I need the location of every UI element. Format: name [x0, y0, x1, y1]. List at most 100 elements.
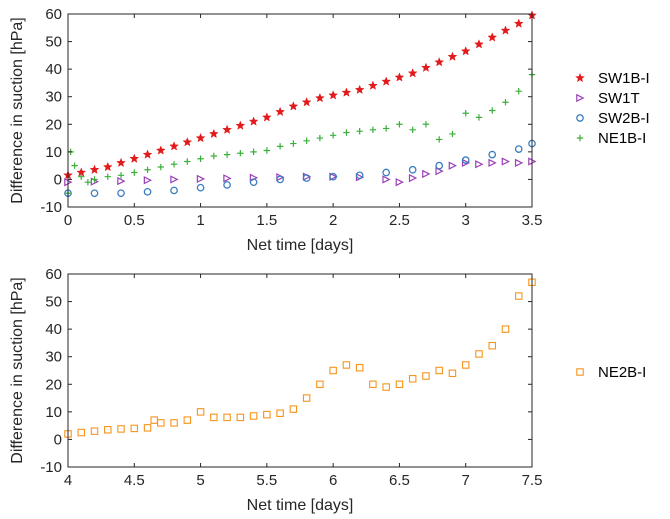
x-tick-label: 7.5 — [522, 472, 543, 489]
data-point — [184, 158, 191, 165]
data-point — [329, 132, 337, 139]
y-tick-label: -10 — [40, 459, 62, 476]
data-point — [513, 18, 524, 28]
data-point — [170, 175, 179, 184]
ticks-bottom: 4 4.5 5 5.5 6 6.5 7 7.5 -10 0 10 20 30 40 50 60 — [40, 266, 542, 489]
y-tick-label: 30 — [45, 349, 62, 366]
data-point — [355, 171, 364, 180]
legend-label: NE1B-I — [598, 130, 646, 147]
data-point — [329, 366, 337, 375]
data-point — [116, 157, 126, 168]
data-point — [449, 130, 456, 138]
data-point — [276, 175, 284, 184]
data-point — [395, 178, 404, 187]
y-tick-label: 50 — [45, 34, 62, 51]
data-point — [434, 57, 445, 67]
data-point — [303, 137, 310, 145]
y-tick-label: 0 — [54, 431, 62, 448]
y-tick-label: 0 — [54, 171, 62, 188]
data-point — [210, 152, 218, 160]
legend-marker — [576, 93, 585, 103]
axes-box-bottom — [67, 273, 533, 468]
y-tick-label: 10 — [45, 144, 62, 161]
x-axis-label-bottom: Net time [days] — [247, 497, 354, 514]
data-point — [117, 176, 126, 186]
legend-marker — [575, 72, 585, 83]
legend-marker — [576, 134, 584, 142]
data-point — [343, 129, 350, 136]
data-point — [170, 161, 178, 168]
series-NE2B-I — [64, 278, 536, 438]
legend-marker — [576, 114, 584, 122]
data-point — [249, 412, 258, 420]
data-point — [144, 166, 151, 173]
series-SW1B-I — [63, 10, 537, 180]
data-point — [447, 51, 458, 61]
y-tick-label: 60 — [45, 6, 62, 23]
data-point — [382, 168, 391, 177]
x-tick-label: 1.5 — [256, 212, 277, 229]
data-point — [342, 361, 351, 369]
data-point — [157, 163, 164, 171]
data-point — [356, 127, 363, 135]
y-tick-label: 50 — [45, 294, 62, 311]
y-tick-label: -10 — [40, 199, 62, 216]
data-point — [382, 125, 390, 132]
data-point — [84, 178, 92, 186]
x-tick-label: 4.5 — [124, 472, 145, 489]
data-point — [250, 148, 257, 156]
y-tick-label: 40 — [45, 61, 62, 78]
data-point — [235, 120, 246, 130]
data-point — [448, 369, 457, 378]
data-point — [129, 153, 140, 163]
data-point — [369, 380, 377, 389]
data-point — [408, 375, 417, 383]
data-point — [249, 178, 258, 187]
data-point — [475, 160, 484, 169]
x-tick-label: 6.5 — [389, 472, 410, 489]
legend-bottom: NE2B-I — [576, 364, 646, 381]
data-point — [461, 156, 470, 164]
x-tick-label: 1 — [196, 212, 204, 229]
data-point — [236, 413, 245, 422]
data-point — [117, 189, 125, 198]
legend-label: SW2B-I — [598, 110, 650, 127]
data-point — [223, 181, 231, 189]
y-tick-label: 40 — [45, 321, 62, 338]
chart-bottom: 4 4.5 5 5.5 6 6.5 7 7.5 -10 0 10 20 30 40 50 60 Net tim… — [9, 266, 646, 514]
data-point — [263, 410, 271, 419]
data-point — [223, 413, 231, 422]
x-tick-label: 4 — [64, 472, 72, 489]
x-tick-label: 0.5 — [124, 212, 145, 229]
x-axis-label-top: Net time [days] — [247, 237, 354, 254]
legend-marker — [576, 368, 584, 376]
data-point — [90, 427, 99, 435]
data-point — [460, 46, 471, 56]
x-tick-label: 3 — [462, 212, 470, 229]
legend-label: SW1T — [598, 90, 640, 107]
data-point — [501, 157, 511, 166]
data-point — [301, 97, 312, 107]
y-axis-label-top: Difference in suction [hPa] — [9, 17, 26, 203]
data-point — [448, 161, 457, 170]
data-point — [381, 76, 392, 86]
data-point — [502, 99, 509, 106]
y-tick-label: 30 — [45, 89, 62, 106]
y-tick-label: 60 — [45, 266, 62, 283]
data-point — [91, 176, 98, 183]
data-point — [276, 409, 284, 417]
data-point — [488, 150, 497, 159]
series-SW1T — [64, 157, 537, 187]
data-point — [435, 366, 443, 375]
series-NE1B-I — [64, 71, 536, 197]
data-point — [104, 173, 111, 180]
data-point — [169, 141, 179, 151]
data-point — [382, 175, 391, 184]
legend-item-NE2B-I: NE2B-I — [576, 364, 646, 381]
data-point — [117, 425, 125, 433]
data-point — [170, 186, 178, 195]
data-point — [396, 121, 403, 128]
data-point — [514, 292, 523, 300]
data-point — [71, 162, 78, 169]
